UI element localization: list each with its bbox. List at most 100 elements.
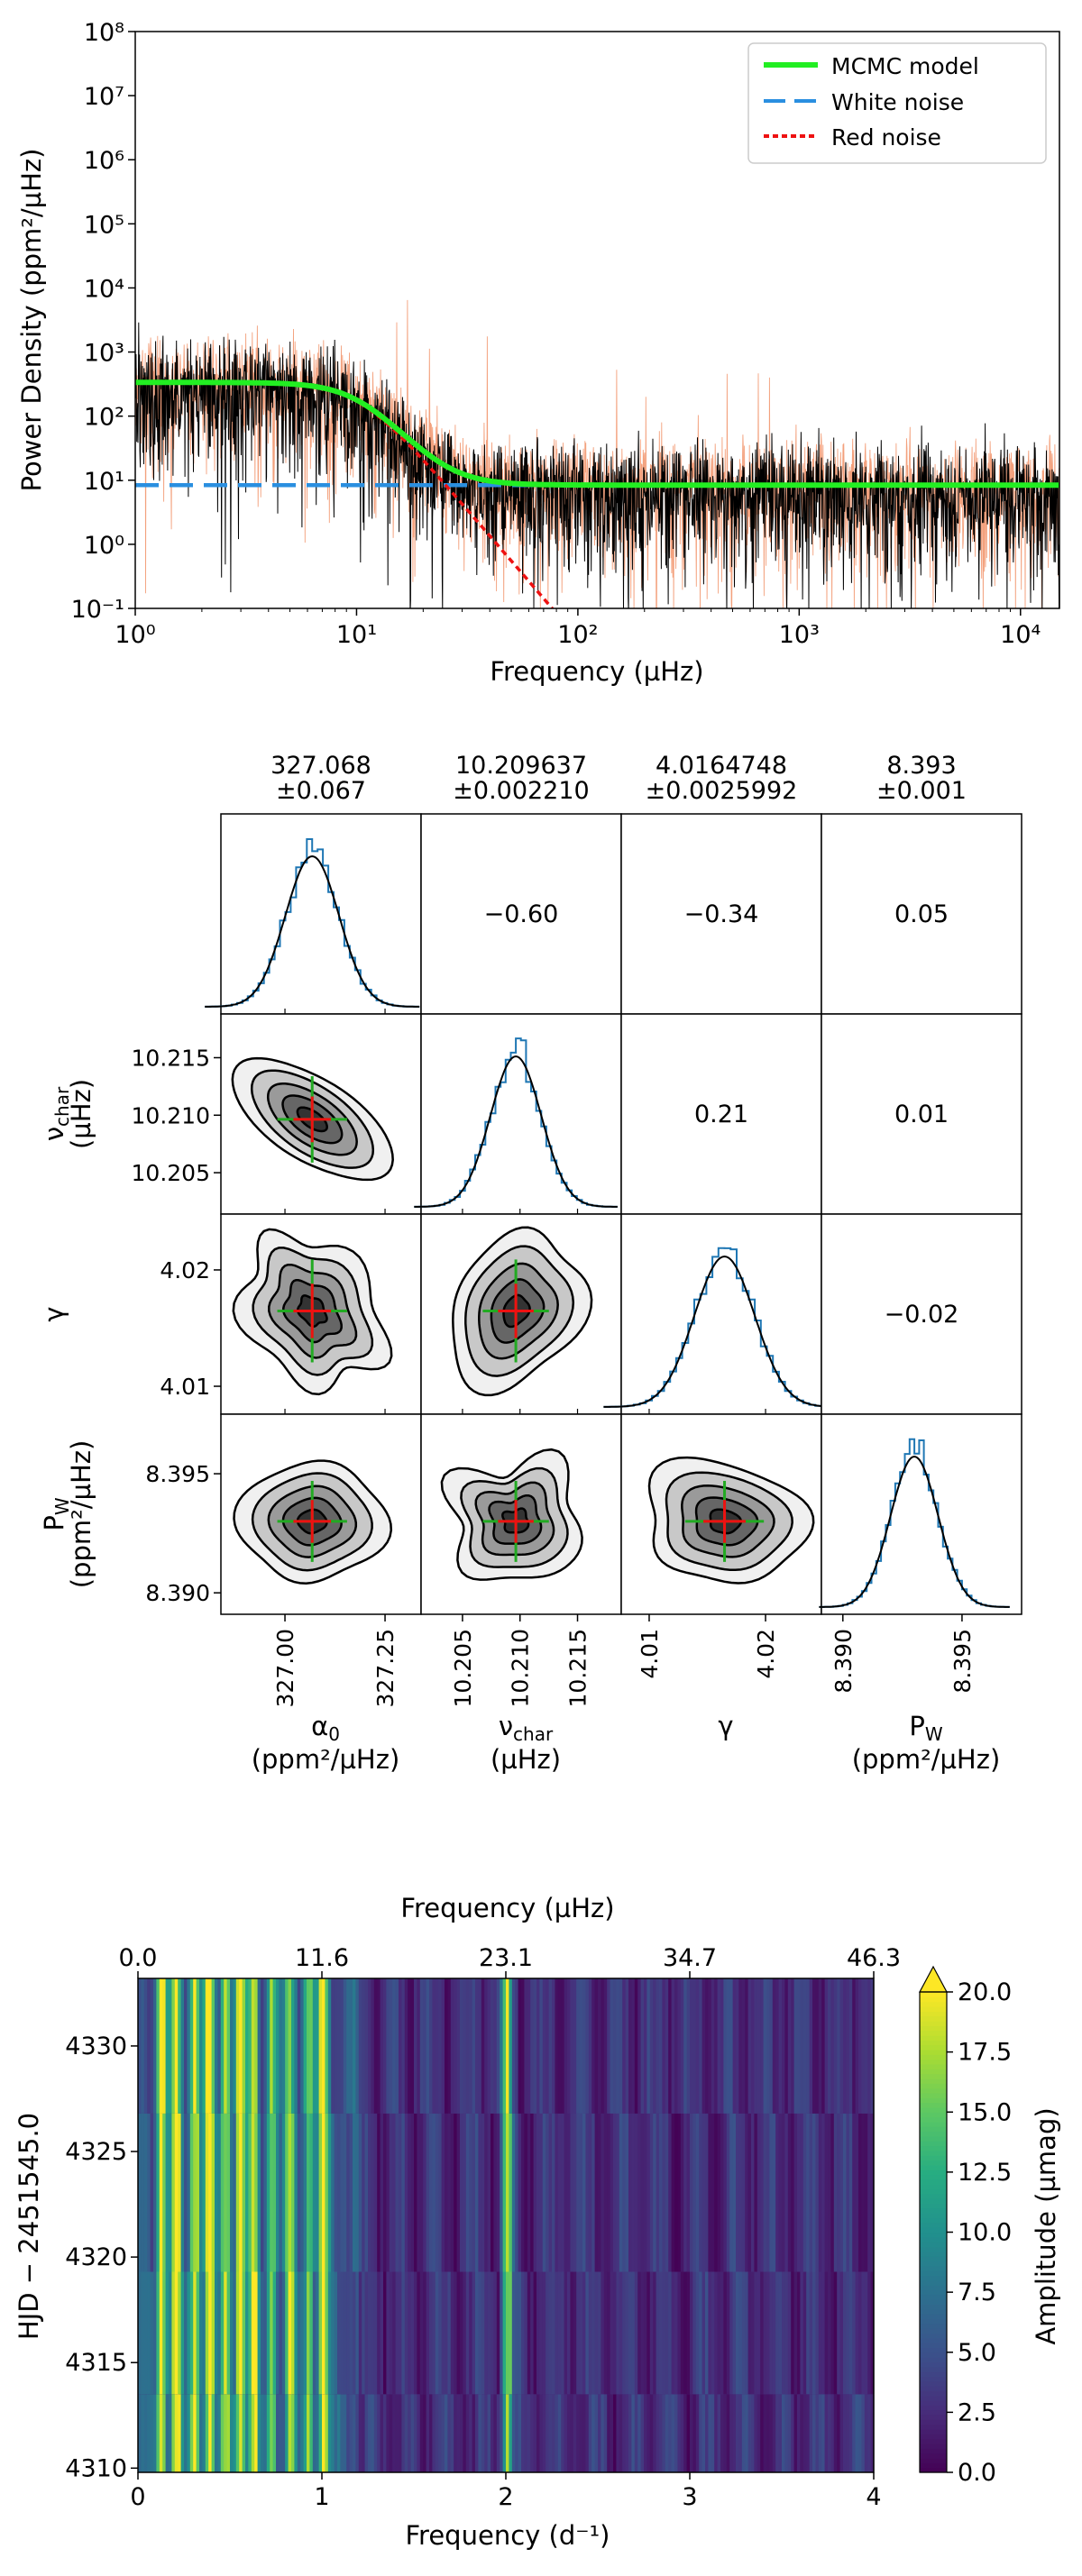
heatmap-cell bbox=[316, 2113, 320, 2272]
heatmap-cell bbox=[809, 2394, 813, 2472]
heatmap-cell bbox=[389, 1978, 393, 2114]
heatmap-cell bbox=[772, 2113, 776, 2272]
heatmap-cell bbox=[435, 2271, 439, 2395]
heatmap-cell bbox=[469, 2113, 473, 2272]
heatmap-cell bbox=[791, 1978, 795, 2114]
heatmap-cell bbox=[141, 2394, 145, 2472]
heatmap-cell bbox=[174, 2394, 179, 2472]
heatmap-axes: 0 1 2 3 4 0.0 11.6 23.1 34.7 46.3 4310 4315 4320 4325… bbox=[65, 1944, 901, 2511]
x-tick-label: 10.215 bbox=[565, 1629, 591, 1707]
heatmap-cell bbox=[778, 2394, 783, 2472]
heatmap-cell bbox=[533, 2271, 537, 2395]
heatmap-cell bbox=[732, 2394, 737, 2472]
colorbar-segment bbox=[920, 2213, 947, 2219]
heatmap-cell bbox=[414, 1978, 417, 2114]
heatmap-cell bbox=[659, 1978, 663, 2114]
heatmap-cell bbox=[291, 2271, 295, 2395]
heatmap-cell bbox=[701, 2271, 706, 2395]
heatmap-cell bbox=[729, 1978, 734, 2114]
x-axis-ticks: 10⁰ 10¹ 10² 10³ 10⁴ bbox=[115, 608, 1041, 649]
heatmap-cell bbox=[475, 2113, 479, 2272]
heatmap-cell bbox=[165, 2113, 170, 2272]
colorbar-segment bbox=[920, 2030, 947, 2036]
heatmap-cell bbox=[364, 2271, 369, 2395]
heatmap-cell bbox=[481, 2394, 485, 2472]
heatmap-cell bbox=[754, 1978, 758, 2114]
heatmap-cell bbox=[723, 2394, 728, 2472]
heatmap-cell bbox=[769, 2113, 774, 2272]
colorbar-segment bbox=[920, 2102, 947, 2108]
heatmap-cell bbox=[496, 2271, 500, 2395]
heatmap-cell bbox=[257, 2394, 261, 2472]
heatmap-cell bbox=[156, 2271, 160, 2395]
heatmap-cell bbox=[564, 2271, 568, 2395]
corner-cell: −0.60 bbox=[420, 813, 622, 1015]
heatmap-cell bbox=[809, 2113, 813, 2272]
plot-frame bbox=[134, 31, 1060, 609]
heatmap-cell bbox=[337, 2271, 341, 2395]
heatmap-cell bbox=[242, 1978, 246, 2114]
heatmap-cell bbox=[261, 2394, 264, 2472]
heatmap-cell bbox=[353, 1978, 356, 2114]
heatmap-cell bbox=[806, 2113, 811, 2272]
heatmap-cell bbox=[147, 2113, 151, 2272]
heatmap-cell bbox=[322, 2271, 326, 2395]
heatmap-cell bbox=[732, 2113, 737, 2272]
heatmap-cell bbox=[423, 1978, 427, 2114]
heatmap-cell bbox=[199, 1978, 203, 2114]
heatmap-cell bbox=[481, 1978, 485, 2114]
heatmap-cell bbox=[809, 1978, 813, 2114]
legend-box bbox=[747, 42, 1047, 164]
heatmap-cell bbox=[591, 2271, 596, 2395]
heatmap-cell bbox=[322, 2113, 326, 2272]
heatmap-cell bbox=[603, 2271, 608, 2395]
heatmap-cell bbox=[380, 1978, 384, 2114]
heatmap-cell bbox=[855, 1978, 859, 2114]
heatmap-cell bbox=[169, 1978, 172, 2114]
y-tick-label: 10⁻¹ bbox=[71, 596, 124, 624]
heatmap-cell bbox=[833, 1978, 838, 2114]
heatmap-cell bbox=[217, 2394, 222, 2472]
heatmap-cell bbox=[582, 1978, 586, 2114]
heatmap-cell bbox=[521, 2113, 525, 2272]
heatmap-cell bbox=[848, 2394, 853, 2472]
heatmap-cell bbox=[677, 1978, 682, 2114]
colorbar-segment bbox=[920, 2160, 947, 2166]
heatmap-cell bbox=[447, 2113, 452, 2272]
heatmap-cell bbox=[870, 2394, 875, 2472]
heatmap-cell bbox=[441, 2113, 445, 2272]
heatmap-cell bbox=[362, 2394, 366, 2472]
heatmap-cell bbox=[637, 2113, 642, 2272]
heatmap-cell bbox=[224, 2394, 228, 2472]
heatmap-cell bbox=[637, 2394, 642, 2472]
heatmap-cell bbox=[291, 2394, 295, 2472]
heatmap-cell bbox=[285, 2113, 289, 2272]
heatmap-cell bbox=[487, 2271, 491, 2395]
heatmap-cell bbox=[263, 2271, 268, 2395]
heatmap-cell bbox=[143, 2271, 148, 2395]
heatmap-cell bbox=[800, 2113, 804, 2272]
heatmap-cell bbox=[395, 1978, 399, 2114]
heatmap-cell bbox=[220, 2394, 225, 2472]
heatmap-cell bbox=[465, 2271, 470, 2395]
heatmap-cell bbox=[150, 1978, 154, 2114]
param-title-error: ±0.001 bbox=[876, 777, 967, 805]
heatmap-cell bbox=[567, 2113, 571, 2272]
heatmap-cell bbox=[257, 1978, 261, 2114]
heatmap-cell bbox=[364, 1978, 369, 2114]
heatmap-cell bbox=[548, 2271, 553, 2395]
colorbar-segment bbox=[920, 2021, 947, 2026]
heatmap-cell bbox=[484, 2394, 489, 2472]
y-tick-label: 10⁸ bbox=[84, 19, 124, 47]
heatmap-cell bbox=[196, 2394, 200, 2472]
heatmap-cell bbox=[217, 2271, 222, 2395]
heatmap-cell bbox=[334, 2113, 338, 2272]
heatmap-cell bbox=[726, 2113, 730, 2272]
heatmap-cell bbox=[441, 2394, 445, 2472]
heatmap-cell bbox=[199, 2271, 203, 2395]
heatmap-cell bbox=[487, 2113, 491, 2272]
heatmap-cell bbox=[445, 2394, 448, 2472]
heatmap-cell bbox=[272, 2113, 277, 2272]
heatmap-cell bbox=[686, 1978, 691, 2114]
heatmap-cell bbox=[683, 2394, 688, 2472]
